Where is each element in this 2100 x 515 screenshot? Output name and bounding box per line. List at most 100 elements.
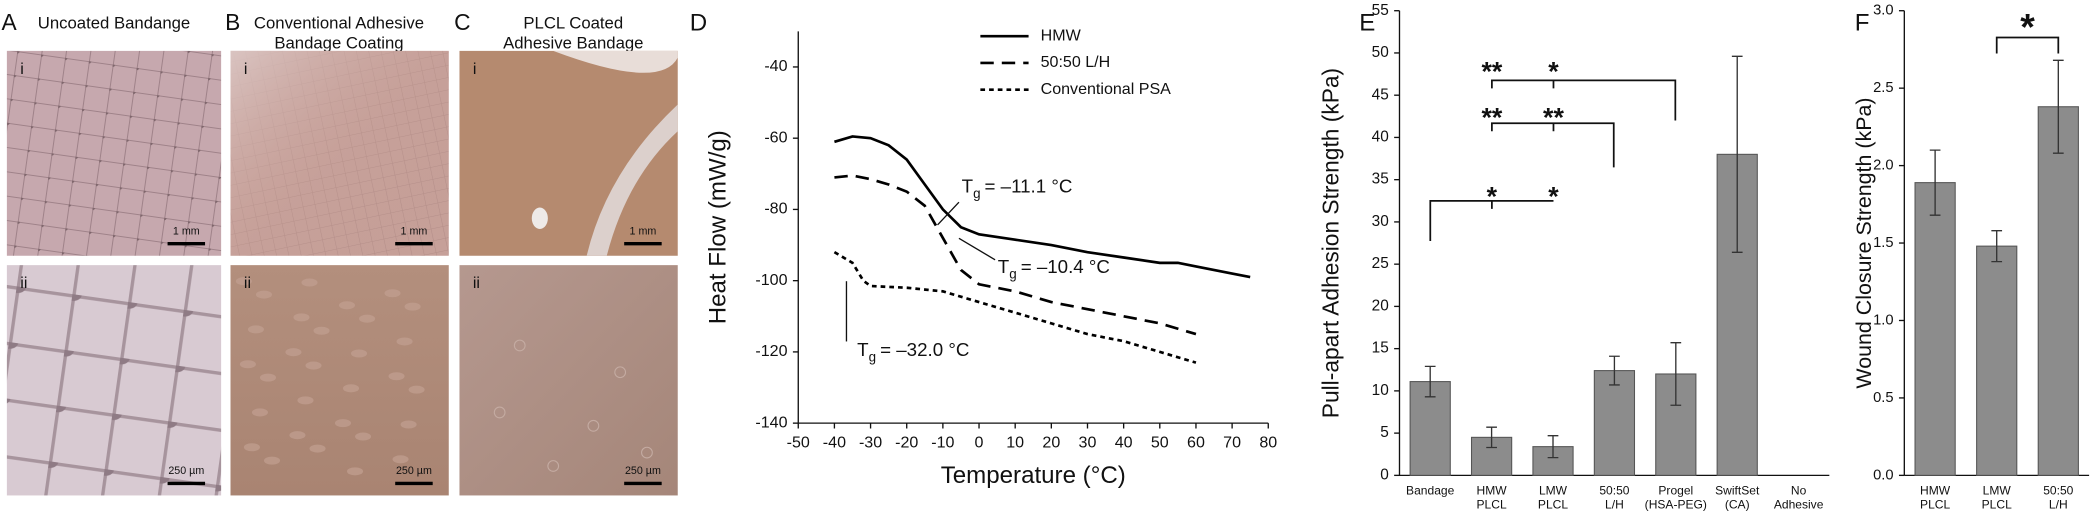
error-bar-line — [1609, 355, 1620, 386]
panel-title: Conventional Adhesive — [254, 14, 424, 33]
photo — [6, 50, 222, 256]
photo-bump — [255, 290, 273, 299]
photo-bump — [259, 373, 277, 382]
y-tick-label: 2.5 — [1873, 80, 1893, 96]
y-tick-label: 55 — [1372, 2, 1389, 19]
label-line: (HSA-PEG) — [1645, 497, 1707, 511]
photo-glare — [230, 50, 449, 256]
y-axis-label: Heat Flow (mW/g) — [705, 130, 732, 324]
photo-row-label: i — [473, 60, 477, 78]
annotation: Tg = –10.4 °C — [998, 256, 1110, 281]
photo-bubble — [614, 366, 627, 379]
error-bar-line — [1670, 342, 1682, 406]
photo-bump — [309, 444, 326, 453]
error-bar-line — [1731, 55, 1743, 254]
x-tick-label: -50 — [787, 433, 810, 451]
x-tick-label: SwiftSet (CA) — [1715, 484, 1760, 512]
photo-bump — [289, 431, 306, 440]
annotation-text: = –10.4 °C — [1021, 256, 1110, 277]
photo-bump — [247, 325, 264, 334]
panel-letter: D — [690, 9, 707, 36]
panel-title: PLCL Coated — [523, 14, 623, 33]
significance-star: * — [1487, 181, 1498, 211]
photo-streak — [553, 50, 678, 73]
panel-letter: F — [1855, 9, 1870, 36]
label-line: Adhesive — [1774, 497, 1824, 511]
error-bar — [1929, 149, 1941, 216]
panel-title: Adhesive Bandage — [503, 34, 643, 53]
label-line: PLCL — [1920, 497, 1950, 511]
legend-label: Conventional PSA — [1041, 80, 1172, 98]
significance-bracket — [1491, 79, 1677, 121]
photo-bump — [301, 278, 318, 287]
significance-star: ** — [1481, 57, 1502, 87]
scale-label: 250 µm — [396, 465, 432, 477]
annotation-symbol: T — [962, 175, 974, 196]
panel-letter: E — [1359, 9, 1375, 36]
photo-bump — [342, 384, 360, 393]
x-tick-label: 10 — [1006, 433, 1024, 451]
y-axis-label: Wound Closure Strength (kPa) — [1852, 97, 1876, 388]
x-axis-label: Temperature (°C) — [941, 462, 1126, 489]
photo-bump — [392, 455, 409, 464]
label-line: (CA) — [1725, 497, 1750, 511]
significance-bracket — [1429, 199, 1554, 242]
x-tick-label: 30 — [1079, 433, 1097, 451]
y-tick-label: 40 — [1372, 128, 1389, 145]
x-tick-label: 50 — [1151, 433, 1169, 451]
x-tick-label: Progel (HSA-PEG) — [1645, 484, 1707, 512]
photo-bump — [334, 419, 352, 428]
photo-bump — [239, 360, 256, 369]
scale-label: 250 µm — [168, 465, 204, 477]
error-bar-line — [1991, 229, 2003, 263]
annotation-subscript: g — [1009, 266, 1016, 281]
error-bar-line — [1424, 365, 1436, 398]
annotation: Tg = –11.1 °C — [962, 175, 1073, 200]
x-tick-label: HMW PLCL — [1477, 484, 1508, 512]
significance-star: * — [2020, 5, 2035, 47]
annotation-subscript: g — [973, 186, 980, 201]
photo-row-label: i — [20, 60, 24, 78]
error-bar-line — [1486, 426, 1497, 449]
error-bar — [1609, 355, 1620, 386]
label-line: SwiftSet — [1715, 484, 1760, 498]
panel-letter: C — [454, 9, 470, 35]
error-bar — [1670, 342, 1682, 406]
legend-label: HMW — [1041, 26, 1082, 44]
label-line: PLCL — [1982, 497, 2012, 511]
photo-bump — [235, 277, 252, 286]
photo-bump — [263, 456, 281, 465]
photo-bump — [313, 326, 330, 335]
y-tick-label: -140 — [755, 413, 787, 431]
photo-bump — [359, 314, 376, 323]
x-tick-label: 50:50 L/H — [2043, 484, 2073, 512]
x-tick-label: 0 — [975, 433, 984, 451]
series-line — [833, 250, 1197, 364]
annotation: Tg = –32.0 °C — [857, 339, 969, 364]
photo-bump — [400, 420, 417, 429]
scale-label: 1 mm — [173, 225, 200, 237]
label-line: No — [1791, 484, 1807, 498]
x-tick-label: Bandage — [1406, 484, 1455, 498]
error-bar — [1731, 55, 1743, 254]
label-line: PLCL — [1538, 497, 1568, 511]
x-tick-label: 50:50 L/H — [1599, 484, 1629, 512]
photo-bump — [251, 408, 268, 417]
annotation-symbol: T — [857, 339, 869, 360]
y-tick-label: 30 — [1372, 213, 1389, 230]
annotation-leader — [937, 201, 960, 226]
photo-bump — [388, 372, 405, 381]
x-tick-label: -10 — [931, 433, 954, 451]
x-tick-label: LMW PLCL — [1982, 484, 2012, 512]
label-line: LMW — [1539, 484, 1568, 498]
y-tick-label: -100 — [755, 271, 787, 289]
label-line: L/H — [2049, 497, 2068, 511]
y-tick-label: -60 — [764, 128, 787, 146]
y-tick-label: 1.0 — [1873, 312, 1893, 328]
significance-star: ** — [1543, 102, 1564, 132]
panel-title: Uncoated Bandange — [38, 14, 190, 33]
error-bar — [2052, 59, 2064, 154]
y-tick-label: 25 — [1372, 255, 1389, 272]
bar — [1593, 370, 1636, 476]
